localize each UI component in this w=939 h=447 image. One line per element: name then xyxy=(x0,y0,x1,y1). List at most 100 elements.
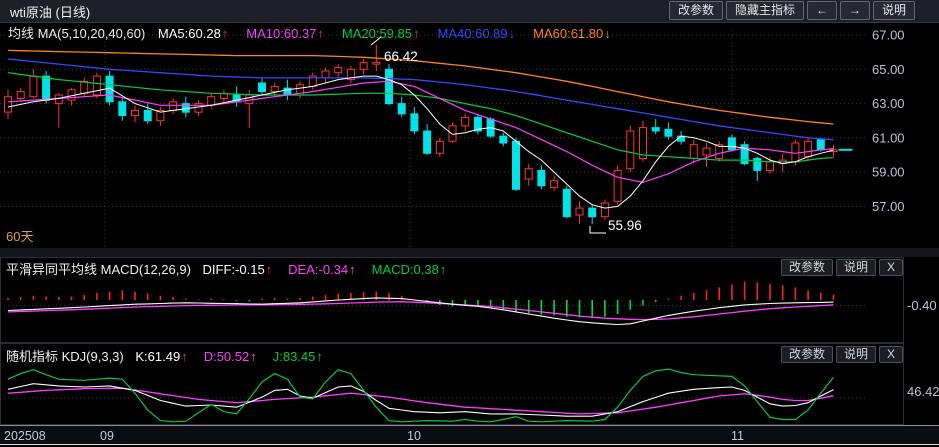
kdj-change-params-button[interactable]: 改参数 xyxy=(780,346,833,363)
x-axis: 202508 09 10 11 xyxy=(0,425,939,445)
candle xyxy=(537,169,546,187)
candle xyxy=(575,207,584,216)
left-60day-label: 60天 xyxy=(6,229,34,244)
k-line xyxy=(7,383,834,417)
low-pointer-line xyxy=(589,226,606,234)
title-bar-buttons: 改参数 隐藏主指标 ← → 说明 xyxy=(668,1,915,20)
candle xyxy=(169,101,178,111)
candle xyxy=(461,116,470,127)
chart-title: wti原油 (日线) xyxy=(10,4,91,20)
x-axis-label: 10 xyxy=(407,429,421,443)
price-axis-label: 67.00 xyxy=(872,28,905,43)
kdj-stat-arrow-2: ↑ xyxy=(316,349,323,364)
price-axis-label: 57.00 xyxy=(872,199,905,214)
candle xyxy=(397,103,406,115)
candle xyxy=(766,161,774,171)
hide-main-indicator-button[interactable]: 隐藏主指标 xyxy=(725,1,804,20)
x-axis-label: 09 xyxy=(100,429,114,443)
macd-change-params-button[interactable]: 改参数 xyxy=(780,259,833,276)
ma60-line xyxy=(7,49,834,125)
last-price-marker xyxy=(838,148,853,151)
candle xyxy=(16,91,25,99)
kdj-close-button[interactable]: X xyxy=(878,346,903,363)
price-axis-label: 65.00 xyxy=(872,62,905,77)
kdj-help-button[interactable]: 说明 xyxy=(835,346,876,363)
ma-stat-arrow-4: ↓ xyxy=(604,26,611,41)
prev-arrow-button[interactable]: ← xyxy=(806,1,837,20)
macd-close-button[interactable]: X xyxy=(878,259,903,276)
macd-buttons: 改参数 说明 X xyxy=(780,259,903,276)
kdj-axis-label: 46.42 xyxy=(907,384,939,399)
candle xyxy=(80,80,89,94)
kdj-header: 随机指标 KDJ(9,3,3) K:61.49↑ D:50.52↑ J:83.45↑ xyxy=(6,346,339,365)
candle xyxy=(626,130,635,170)
macd-stat-1: DEA:-0.34↑ xyxy=(288,262,356,277)
diff-line xyxy=(7,297,834,326)
candle xyxy=(143,109,152,122)
ma-stat-3: MA40:60.89↓ xyxy=(437,26,516,41)
high-annotation: 66.42 xyxy=(384,49,418,64)
candle xyxy=(499,135,508,144)
help-button[interactable]: 说明 xyxy=(872,1,915,20)
change-params-button[interactable]: 改参数 xyxy=(668,1,723,20)
ma-params-label: 均线 MA(5,10,20,40,60) xyxy=(8,26,146,41)
kdj-chart xyxy=(0,368,868,423)
candle xyxy=(270,85,279,93)
candle xyxy=(258,82,266,93)
candle xyxy=(385,68,393,105)
ma-stat-arrow-3: ↓ xyxy=(508,26,516,41)
ma-info-row: 均线 MA(5,10,20,40,60) MA5:60.28↑ MA10:60.3… xyxy=(8,23,629,41)
candle xyxy=(727,137,736,151)
macd-panel xyxy=(0,257,904,343)
title-bar: wti原油 (日线) 改参数 隐藏主指标 ← → 说明 xyxy=(0,0,939,23)
ma-stat-1: MA10:60.37↑ xyxy=(246,26,324,41)
kdj-stat-1: D:50.52↑ xyxy=(203,349,257,364)
macd-stat-0: DIFF:-0.15↑ xyxy=(202,262,273,277)
candle xyxy=(689,144,698,159)
ma-stat-4: MA60:61.80↓ xyxy=(533,26,611,41)
kdj-panel xyxy=(0,343,904,425)
ma-stat-arrow-2: ↑ xyxy=(413,26,420,41)
price-axis-label: 59.00 xyxy=(872,165,905,180)
kdj-stat-2: J:83.45↑ xyxy=(272,349,323,364)
ma-stat-2: MA20:59.85↑ xyxy=(341,26,420,41)
ma-stat-arrow-1: ↑ xyxy=(317,26,324,41)
candle xyxy=(359,61,368,70)
candle xyxy=(588,207,597,218)
next-arrow-button[interactable]: → xyxy=(839,1,870,20)
candle xyxy=(600,202,609,218)
kdj-stat-0: K:61.49↑ xyxy=(135,349,188,364)
ma10-line xyxy=(7,80,834,184)
kdj-stat-arrow-0: ↑ xyxy=(181,349,188,364)
candle xyxy=(562,188,571,218)
candle xyxy=(207,96,216,106)
kdj-stat-arrow-1: ↑ xyxy=(250,349,257,364)
candle xyxy=(651,127,660,132)
candle xyxy=(702,147,711,156)
candle xyxy=(448,125,457,142)
candle xyxy=(715,144,724,159)
candle xyxy=(346,68,355,81)
low-annotation: 55.96 xyxy=(608,218,642,233)
ma-stat-0: MA5:60.28↑ xyxy=(157,26,229,41)
macd-header: 平滑异同平均线 MACD(12,26,9) DIFF:-0.15↑ DEA:-0.… xyxy=(6,259,462,278)
price-axis-label: 63.00 xyxy=(872,96,905,111)
candle xyxy=(524,168,533,180)
bottom-border-line xyxy=(0,444,939,445)
candle xyxy=(334,67,343,74)
macd-title: 平滑异同平均线 MACD(12,26,9) xyxy=(6,262,191,277)
candle xyxy=(740,144,749,165)
macd-stat-arrow-2: ↑ xyxy=(439,262,447,277)
price-axis-label: 61.00 xyxy=(872,130,905,145)
candle xyxy=(321,70,330,79)
j-line xyxy=(7,368,834,423)
macd-stat-arrow-1: ↑ xyxy=(349,262,356,277)
separator-band xyxy=(0,248,939,257)
candle xyxy=(804,140,813,158)
macd-help-button[interactable]: 说明 xyxy=(835,259,876,276)
candle xyxy=(42,75,51,101)
ma40-line xyxy=(7,58,834,141)
candle xyxy=(512,140,520,190)
candle xyxy=(816,139,825,151)
candle xyxy=(550,180,559,189)
